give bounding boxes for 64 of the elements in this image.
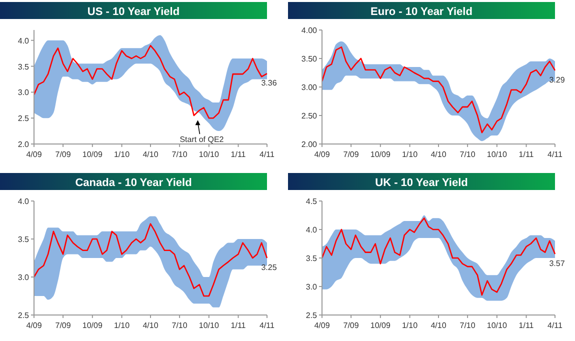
x-tick-label: 10/10 [198, 150, 220, 159]
y-tick-label: 4.00 [301, 26, 318, 35]
x-tick-label: 7/10 [172, 150, 188, 159]
chart-title: Canada - 10 Year Yield [75, 177, 192, 189]
x-tick-label: 4/11 [260, 321, 276, 330]
y-tick-label: 3.00 [301, 83, 318, 92]
y-tick-label: 3.0 [18, 88, 30, 98]
x-tick-label: 10/09 [370, 321, 391, 330]
y-tick-label: 3.50 [301, 54, 318, 64]
x-tick-label: 7/09 [55, 321, 72, 330]
x-tick-label: 7/10 [460, 321, 476, 330]
x-tick-label: 4/10 [142, 321, 159, 330]
x-tick-label: 10/10 [486, 150, 508, 159]
annotation: 3.29 [549, 75, 566, 84]
x-tick-label: 10/09 [82, 150, 103, 159]
y-tick-label: 2.5 [18, 311, 30, 320]
x-tick-label: 4/11 [548, 321, 564, 330]
y-tick-label: 2.5 [18, 114, 30, 124]
x-tick-label: 4/09 [314, 150, 330, 159]
x-tick-label: 10/09 [370, 150, 391, 159]
x-tick-label: 7/10 [460, 150, 476, 159]
x-tick-label: 4/11 [260, 150, 276, 159]
x-tick-label: 7/09 [55, 150, 72, 159]
x-tick-label: 1/11 [518, 150, 534, 159]
y-tick-label: 4.0 [306, 226, 318, 234]
x-tick-label: 1/11 [230, 321, 246, 330]
annotation: 3.25 [261, 263, 278, 272]
annotation: 3.36 [261, 78, 278, 88]
x-tick-label: 4/09 [26, 321, 42, 330]
x-tick-label: 7/09 [343, 321, 360, 330]
x-tick-label: 4/11 [548, 150, 564, 159]
x-tick-label: 7/09 [343, 150, 360, 159]
x-tick-label: 4/10 [142, 150, 159, 159]
x-tick-label: 4/10 [430, 150, 447, 159]
x-tick-label: 10/10 [486, 321, 508, 330]
x-tick-label: 1/10 [402, 321, 418, 330]
y-tick-label: 3.5 [306, 254, 318, 263]
x-tick-label: 4/09 [26, 150, 42, 159]
y-tick-label: 3.5 [18, 62, 30, 72]
x-tick-label: 10/10 [198, 321, 220, 330]
x-tick-label: 1/10 [114, 321, 130, 330]
y-tick-label: 3.5 [18, 235, 30, 244]
y-tick-label: 2.5 [306, 311, 318, 320]
x-tick-label: 4/09 [314, 321, 330, 330]
x-tick-label: 7/10 [172, 321, 188, 330]
y-tick-label: 2.50 [301, 112, 318, 120]
y-tick-label: 2.00 [301, 140, 318, 149]
y-tick-label: 3.0 [18, 273, 30, 282]
x-tick-label: 1/11 [230, 150, 246, 159]
annotation: Start of QE2 [180, 135, 224, 144]
x-tick-label: 10/09 [82, 321, 103, 330]
y-tick-label: 4.0 [18, 197, 30, 206]
y-tick-label: 2.0 [18, 140, 30, 149]
chart-title: Euro - 10 Year Yield [370, 6, 472, 18]
x-tick-label: 1/10 [402, 150, 418, 159]
chart-title: US - 10 Year Yield [87, 6, 180, 18]
x-tick-label: 1/11 [518, 321, 534, 330]
y-tick-label: 4.5 [306, 197, 318, 206]
x-tick-label: 4/10 [430, 321, 447, 330]
chart-title: UK - 10 Year Yield [375, 177, 468, 189]
x-tick-label: 1/10 [114, 150, 130, 159]
annotation: 3.57 [549, 259, 566, 268]
y-tick-label: 4.0 [18, 36, 30, 46]
y-tick-label: 3.0 [306, 282, 318, 292]
